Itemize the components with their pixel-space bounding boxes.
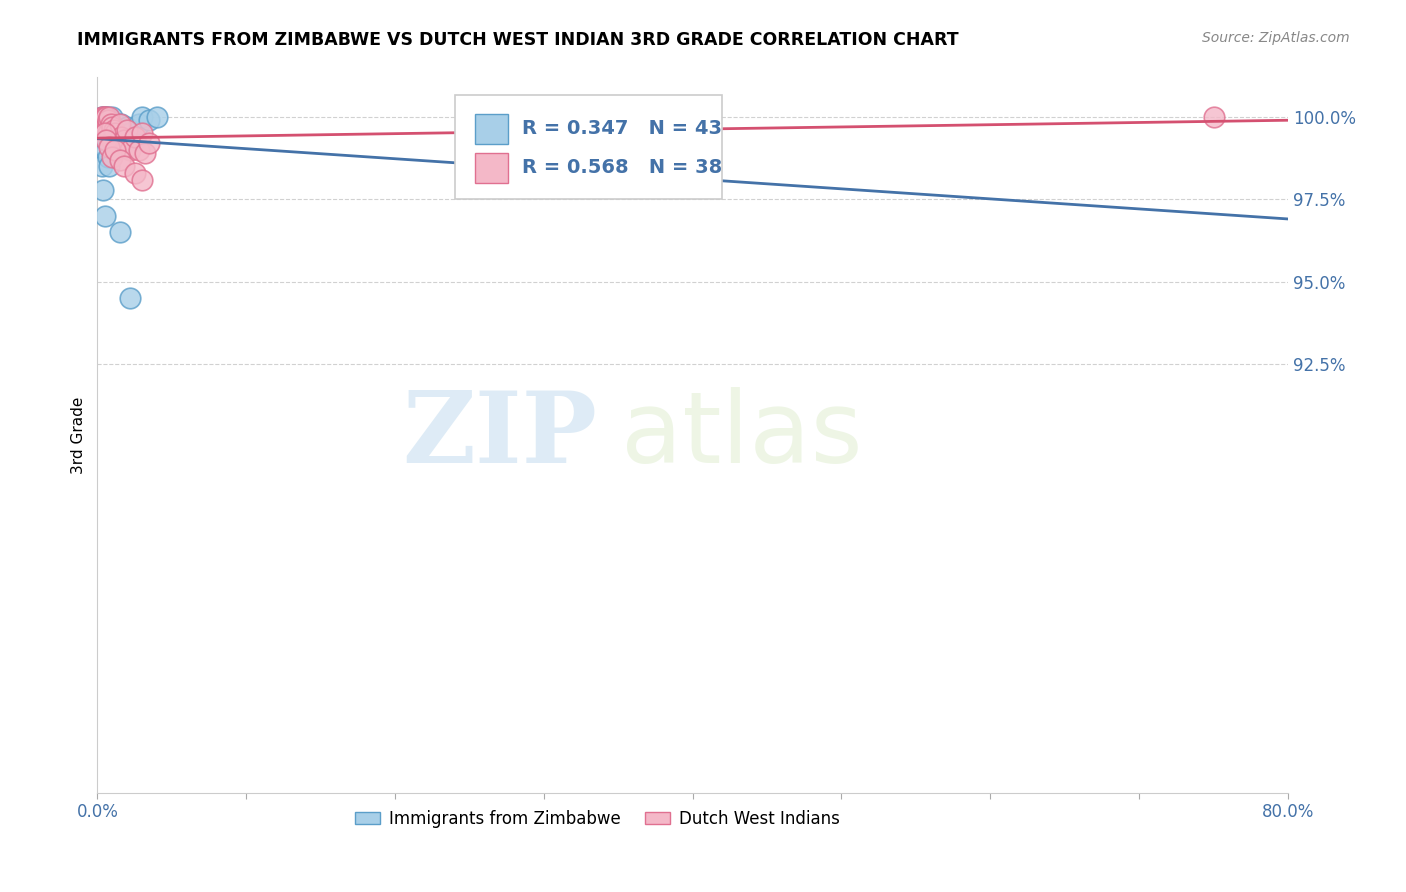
Point [96,110,118,124]
Point [101,149,124,163]
Point [124,129,146,144]
Point [96,133,118,147]
Point [105,117,128,131]
Point [103,123,125,137]
Point [112,160,135,174]
Text: IMMIGRANTS FROM ZIMBABWE VS DUTCH WEST INDIAN 3RD GRADE CORRELATION CHART: IMMIGRANTS FROM ZIMBABWE VS DUTCH WEST I… [77,31,959,49]
Point [1202,110,1225,124]
Point [120,143,142,157]
Point [124,133,146,147]
Point [115,139,138,153]
Legend: Immigrants from Zimbabwe, Dutch West Indians: Immigrants from Zimbabwe, Dutch West Ind… [349,803,846,834]
Point [100,117,122,131]
Point [98,113,121,128]
Text: atlas: atlas [621,386,863,483]
Point [112,133,135,147]
Point [128,117,150,131]
Point [101,133,124,147]
Point [90,160,112,174]
Point [91,113,114,128]
Point [94,129,117,144]
Point [103,127,125,141]
Point [91,182,114,196]
Point [96,120,118,134]
Point [131,110,153,124]
Point [104,133,127,147]
FancyBboxPatch shape [475,153,508,183]
Point [101,120,124,134]
Point [128,143,150,157]
Point [110,129,132,144]
Point [138,136,160,151]
Point [134,146,156,161]
Text: R = 0.347   N = 43: R = 0.347 N = 43 [523,120,723,138]
Text: ZIP: ZIP [402,386,598,483]
Point [108,129,131,144]
Point [101,110,124,124]
Point [89,113,111,128]
Point [94,110,117,124]
Point [120,127,142,141]
Point [101,120,124,134]
Point [91,117,114,131]
Point [94,117,117,131]
Point [104,127,127,141]
Point [112,136,135,151]
Point [96,123,118,137]
Point [98,110,121,124]
Point [120,291,142,305]
FancyBboxPatch shape [454,95,723,199]
Point [131,127,153,141]
Point [108,117,131,131]
Y-axis label: 3rd Grade: 3rd Grade [72,396,86,474]
Point [96,143,118,157]
Point [97,149,120,163]
Point [91,120,114,134]
Point [98,139,121,153]
Point [94,120,117,134]
Point [97,127,120,141]
Point [94,127,117,141]
Point [111,127,134,141]
Point [98,127,121,141]
Point [115,120,138,134]
Point [91,127,114,141]
Point [124,166,146,180]
Point [110,117,132,131]
Point [108,153,131,167]
Point [96,110,118,124]
Point [97,123,120,137]
Point [98,129,121,144]
FancyBboxPatch shape [475,114,508,144]
Point [100,133,122,147]
Point [94,123,117,137]
Point [138,113,160,128]
Point [90,110,112,124]
Point [104,143,127,157]
Point [91,110,114,124]
Point [97,110,120,124]
Point [107,123,129,137]
Point [105,136,128,151]
Point [131,172,153,186]
Point [90,110,112,124]
Point [115,123,138,137]
Text: Source: ZipAtlas.com: Source: ZipAtlas.com [1202,31,1350,45]
Point [90,117,112,131]
Point [98,160,121,174]
Point [108,225,131,239]
Point [146,110,169,124]
Point [97,113,120,128]
Text: R = 0.568   N = 38: R = 0.568 N = 38 [523,158,723,177]
Point [91,110,114,124]
Point [94,110,117,124]
Point [94,209,117,223]
